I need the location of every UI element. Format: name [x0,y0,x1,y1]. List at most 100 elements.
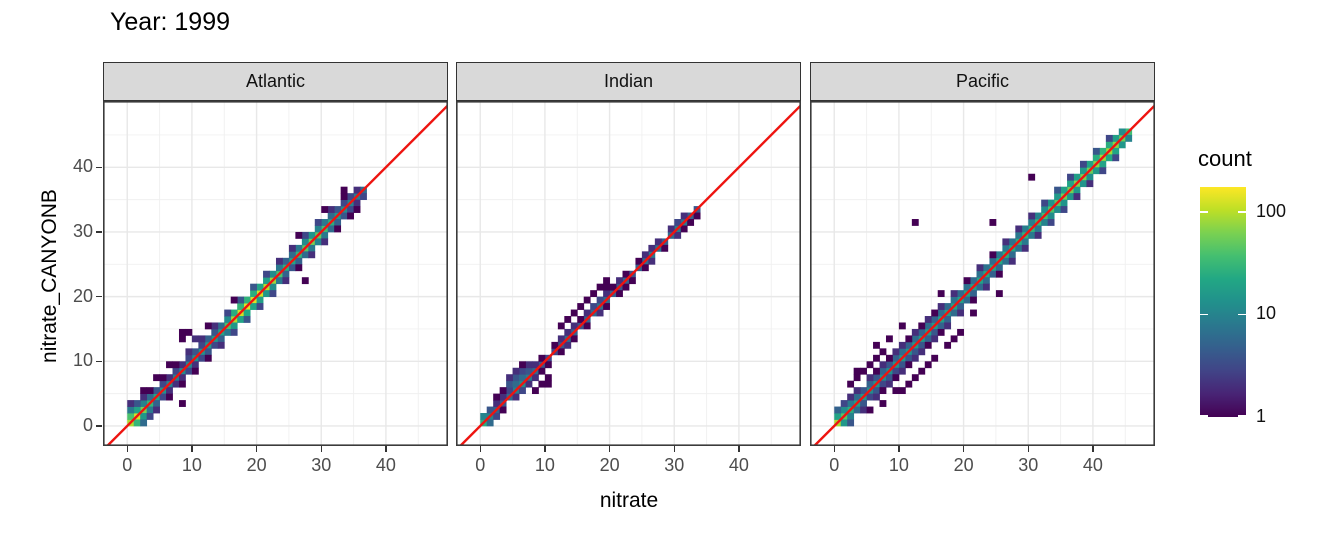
bin2d-tile [217,335,225,343]
bin2d-tile [327,206,335,213]
bin2d-tile [937,322,945,330]
x-tick-label: 30 [664,455,685,475]
bin2d-tile [641,251,649,259]
panel-border [810,101,1155,446]
bin2d-tile [178,335,186,343]
bin2d-tile [564,341,572,349]
bin2d-tile [937,303,945,310]
panel-border [456,101,801,446]
bin2d-tile [538,380,546,388]
bin2d-tile [892,387,900,395]
bin2d-tile [544,374,552,382]
bin2d-tile [970,277,977,285]
x-tick-mark [479,446,481,452]
bin2d-tile [506,380,513,388]
bin2d-tile [211,328,219,336]
bin2d-tile [866,361,874,369]
bin2d-tile [680,212,688,220]
bin2d-tile [204,348,212,356]
bin2d-tile [153,387,160,395]
bin2d-tile [853,367,861,375]
bin2d-tile [583,296,591,304]
bin2d-tile [924,316,932,323]
bin2d-tile [1092,154,1100,162]
bin2d-tile [1034,231,1042,239]
bin2d-tile [191,367,199,375]
bin2d-tile [898,341,906,349]
bin2d-tile [191,361,199,369]
bin2d-tile [898,322,906,330]
bin2d-tile [982,283,990,291]
bin2d-tile [519,387,526,395]
bin2d-tile [321,206,329,213]
bin2d-tile [866,406,874,414]
x-tick-label: 30 [311,455,332,475]
colorbar-tick [1238,415,1246,417]
bin2d-tile [159,374,167,382]
facet-strip-label: Atlantic [245,71,306,91]
x-tick-label: 20 [953,455,974,475]
bin2d-tile [1047,199,1055,207]
bin2d-tile [140,387,148,395]
bin2d-tile [860,406,867,414]
bin2d-tile [185,328,193,336]
bin2d-tile [1105,134,1113,142]
bin2d-tile [340,212,348,220]
bin2d-tile [230,328,238,336]
bin2d-tile [834,413,842,420]
bin2d-tile [847,419,855,427]
bin2d-tile [989,251,997,259]
bin2d-tile [531,361,539,369]
bin2d-tile [314,219,322,226]
bin2d-tile [963,296,971,304]
bin2d-tile [885,354,893,362]
bin2d-tile [1028,173,1036,181]
bin2d-tile [308,251,316,259]
y-tick-label: 0 [82,414,93,435]
bin2d-tile [879,348,887,356]
bin2d-tile [531,374,539,382]
bin2d-tile [860,400,867,407]
bin2d-tile [898,361,906,369]
bin2d-tile [840,406,848,414]
bin2d-tile [544,380,552,388]
bin2d-tile [224,316,232,323]
bin2d-tile [641,264,649,272]
bin2d-tile [166,374,173,382]
bin2d-tile [911,354,919,362]
bin2d-tile [944,341,952,349]
bin2d-tile [879,361,887,369]
bin2d-tile [340,186,348,194]
bin2d-tile [853,374,861,382]
bin2d-tile [301,277,309,285]
bin2d-tile [892,367,900,375]
bin2d-tile [360,193,367,201]
panel-pacific [810,101,1155,446]
bin2d-tile [133,406,141,414]
bin2d-tile [243,316,251,323]
bin2d-tile [596,296,604,304]
bin2d-tile [269,270,277,278]
bin2d-tile [879,380,887,388]
bin2d-tile [314,238,322,246]
bin2d-tile [1092,167,1100,175]
bin2d-tile [198,341,206,349]
bin2d-tile [256,283,264,291]
bin2d-tile [898,367,906,375]
bin2d-tile [166,393,173,401]
facet-indian: Indian [456,62,801,446]
bin2d-tile [885,335,893,343]
x-tick-label: 40 [375,455,396,475]
bin2d-tile [590,290,598,298]
bin2d-tile [211,341,219,349]
x-tick-label: 10 [534,455,555,475]
bin2d-tile [596,283,604,291]
bin2d-tile [860,387,867,395]
bin2d-tile [950,335,958,343]
bin2d-tile [1054,193,1061,201]
bin2d-tile [1099,147,1107,155]
bin2d-tile [603,277,610,285]
x-tick-mark [608,446,611,452]
bin2d-tile [178,380,186,388]
bin2d-tile [321,231,329,239]
